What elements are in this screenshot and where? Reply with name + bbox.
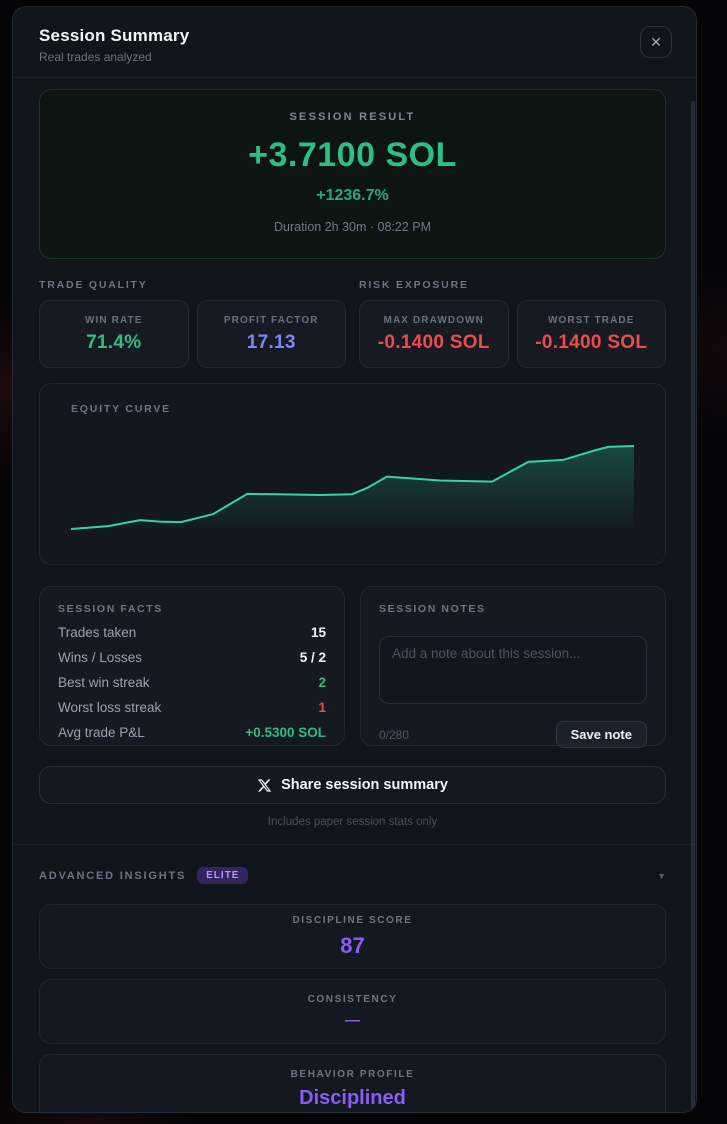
fact-label: Wins / Losses bbox=[58, 650, 143, 665]
share-session-button[interactable]: Share session summary bbox=[39, 766, 666, 804]
fact-row-worst-loss-streak: Worst loss streak 1 bbox=[58, 700, 326, 715]
modal-header: Session Summary Real trades analyzed ✕ bbox=[13, 7, 696, 78]
session-result-label: SESSION RESULT bbox=[289, 111, 416, 123]
session-result-card: SESSION RESULT +3.7100 SOL +1236.7% Dura… bbox=[39, 89, 666, 259]
fact-row-wins-losses: Wins / Losses 5 / 2 bbox=[58, 650, 326, 665]
session-note-input[interactable] bbox=[379, 636, 647, 704]
fact-value: +0.5300 SOL bbox=[245, 725, 326, 740]
max-drawdown-label: MAX DRAWDOWN bbox=[383, 314, 484, 326]
page-subtitle: Real trades analyzed bbox=[39, 50, 152, 64]
max-drawdown-value: -0.1400 SOL bbox=[377, 331, 490, 353]
page-title: Session Summary bbox=[39, 26, 190, 45]
fact-row-best-win-streak: Best win streak 2 bbox=[58, 675, 326, 690]
equity-curve-card: EQUITY CURVE bbox=[39, 383, 666, 565]
profit-factor-value: 17.13 bbox=[246, 331, 296, 353]
discipline-score-card: DISCIPLINE SCORE 87 bbox=[39, 904, 666, 969]
fact-row-trades-taken: Trades taken 15 bbox=[58, 625, 326, 640]
fact-value: 5 / 2 bbox=[299, 650, 326, 665]
x-logo-icon bbox=[257, 778, 272, 792]
win-rate-value: 71.4% bbox=[86, 331, 142, 353]
consistency-card: CONSISTENCY — bbox=[39, 979, 666, 1044]
advanced-insights-header[interactable]: ADVANCED INSIGHTS ELITE ▼ bbox=[39, 867, 666, 884]
stats-row: TRADE QUALITY WIN RATE 71.4% PROFIT FACT… bbox=[39, 279, 666, 368]
worst-trade-label: WORST TRADE bbox=[547, 314, 635, 326]
modal-body: SESSION RESULT +3.7100 SOL +1236.7% Dura… bbox=[13, 78, 696, 1112]
scrollbar-thumb[interactable] bbox=[691, 101, 695, 1109]
session-summary-modal: Session Summary Real trades analyzed ✕ S… bbox=[12, 6, 697, 1113]
elite-badge: ELITE bbox=[197, 867, 249, 884]
session-facts-label: SESSION FACTS bbox=[58, 603, 163, 615]
trade-quality-label: TRADE QUALITY bbox=[39, 279, 148, 291]
session-result-amount: +3.7100 SOL bbox=[248, 136, 457, 174]
fact-label: Avg trade P&L bbox=[58, 725, 145, 740]
behavior-profile-card: BEHAVIOR PROFILE Disciplined bbox=[39, 1054, 666, 1112]
fact-row-avg-trade-pnl: Avg trade P&L +0.5300 SOL bbox=[58, 725, 326, 740]
fact-value: 1 bbox=[318, 700, 326, 715]
session-duration: Duration 2h 30m · 08:22 PM bbox=[273, 220, 432, 234]
win-rate-label: WIN RATE bbox=[85, 314, 143, 326]
consistency-value: — bbox=[345, 1012, 360, 1029]
behavior-profile-value: Disciplined bbox=[299, 1087, 406, 1109]
discipline-score-value: 87 bbox=[340, 932, 365, 958]
max-drawdown-card: MAX DRAWDOWN -0.1400 SOL bbox=[359, 300, 509, 368]
discipline-score-label: DISCIPLINE SCORE bbox=[292, 914, 413, 926]
session-facts-card: SESSION FACTS Trades taken 15 Wins / Los… bbox=[39, 586, 345, 746]
equity-curve-svg bbox=[71, 445, 634, 530]
share-session-label: Share session summary bbox=[281, 777, 448, 793]
advanced-insights-label: ADVANCED INSIGHTS bbox=[39, 869, 187, 882]
chevron-down-icon: ▼ bbox=[657, 870, 666, 881]
behavior-profile-label: BEHAVIOR PROFILE bbox=[290, 1069, 415, 1080]
consistency-label: CONSISTENCY bbox=[307, 994, 398, 1005]
share-footnote: Includes paper session stats only bbox=[267, 816, 438, 828]
fact-value: 2 bbox=[318, 675, 326, 690]
fact-value: 15 bbox=[310, 625, 326, 640]
profit-factor-label: PROFIT FACTOR bbox=[223, 314, 319, 326]
section-divider bbox=[13, 844, 696, 845]
fact-label: Trades taken bbox=[58, 625, 137, 640]
fact-label: Best win streak bbox=[58, 675, 150, 690]
session-notes-card: SESSION NOTES 0/280 Save note bbox=[360, 586, 666, 748]
close-button[interactable]: ✕ bbox=[640, 26, 672, 58]
risk-exposure-label: RISK EXPOSURE bbox=[359, 279, 469, 291]
note-char-counter: 0/280 bbox=[379, 727, 410, 742]
risk-exposure-group: RISK EXPOSURE MAX DRAWDOWN -0.1400 SOL W… bbox=[359, 279, 666, 368]
trade-quality-group: TRADE QUALITY WIN RATE 71.4% PROFIT FACT… bbox=[39, 279, 346, 368]
worst-trade-value: -0.1400 SOL bbox=[535, 331, 648, 353]
save-note-button[interactable]: Save note bbox=[555, 721, 647, 748]
fact-label: Worst loss streak bbox=[58, 700, 162, 715]
win-rate-card: WIN RATE 71.4% bbox=[39, 300, 189, 368]
worst-trade-card: WORST TRADE -0.1400 SOL bbox=[516, 300, 666, 368]
session-notes-label: SESSION NOTES bbox=[379, 603, 486, 615]
equity-curve-label: EQUITY CURVE bbox=[71, 403, 171, 415]
equity-area bbox=[71, 446, 634, 529]
equity-line bbox=[71, 445, 634, 530]
session-result-percent: +1236.7% bbox=[316, 187, 389, 204]
profit-factor-card: PROFIT FACTOR 17.13 bbox=[196, 300, 346, 368]
close-icon: ✕ bbox=[650, 34, 662, 50]
